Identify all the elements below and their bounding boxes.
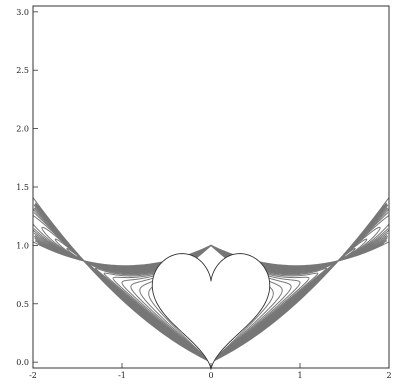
y-tick-label-1: 0.5 <box>16 300 29 309</box>
y-tick-label-6: 3.0 <box>16 8 29 17</box>
y-tick-label-2: 1.0 <box>16 241 29 250</box>
x-tick-label-0: -2 <box>29 371 37 380</box>
y-tick-label-3: 1.5 <box>16 183 29 192</box>
y-tick-label-5: 2.5 <box>16 66 29 75</box>
x-tick-label-2: 0 <box>208 371 213 380</box>
heart-shaped-region <box>151 253 271 370</box>
y-tick-label-0: 0.0 <box>16 358 29 367</box>
axis-group: -2 -1 0 1 2 0.0 0.5 1.0 1.5 2.0 2.5 3.0 <box>16 8 391 380</box>
x-tick-label-4: 2 <box>386 371 391 380</box>
x-tick-label-1: -1 <box>118 371 126 380</box>
x-tick-label-3: 1 <box>297 371 302 380</box>
y-tick-label-4: 2.0 <box>16 125 29 134</box>
